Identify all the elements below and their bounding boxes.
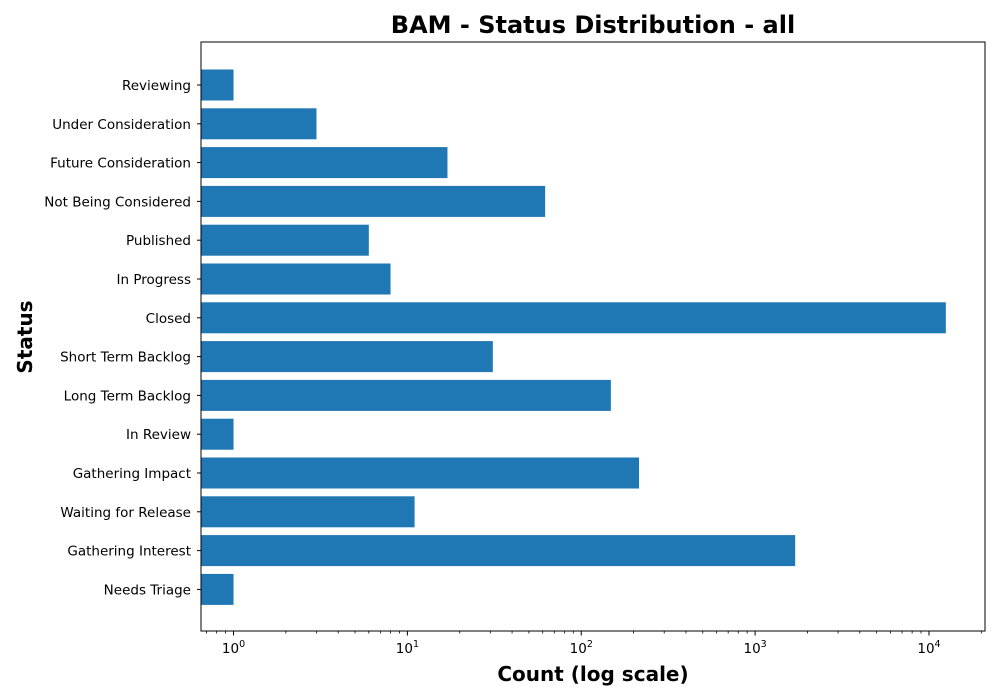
bar-in-review — [201, 418, 234, 450]
bar-published — [201, 224, 369, 256]
bar-short-term-backlog — [201, 341, 493, 373]
bar-group — [201, 69, 946, 605]
y-tick-label: Short Term Backlog — [60, 350, 191, 366]
bar-gathering-impact — [201, 457, 640, 489]
y-tick-label: Not Being Considered — [44, 194, 191, 210]
y-axis-label: Status — [13, 300, 37, 373]
bar-needs-triage — [201, 573, 234, 605]
y-tick-label: Needs Triage — [104, 582, 191, 598]
bar-long-term-backlog — [201, 379, 611, 411]
y-tick-label: Long Term Backlog — [64, 388, 191, 404]
y-tick-label: Under Consideration — [52, 117, 191, 133]
x-tick-label: 101 — [396, 639, 419, 657]
x-axis-label: Count (log scale) — [497, 662, 688, 686]
y-tick-label: Gathering Impact — [73, 466, 191, 482]
x-tick-label: 104 — [917, 639, 940, 657]
chart-title: BAM - Status Distribution - all — [391, 11, 795, 39]
y-tick-label: In Review — [126, 427, 191, 443]
bar-future-consideration — [201, 147, 448, 179]
plot-frame — [200, 41, 986, 632]
y-tick-label: Waiting for Release — [60, 505, 191, 521]
y-tick-label: Gathering Interest — [67, 544, 191, 560]
bar-under-consideration — [201, 108, 317, 140]
x-tick-label: 102 — [570, 639, 593, 657]
x-tick-label: 103 — [743, 639, 766, 657]
bar-not-being-considered — [201, 185, 546, 217]
y-tick-label: Published — [126, 233, 191, 249]
y-tick-label: In Progress — [117, 272, 191, 288]
y-tick-label: Future Consideration — [50, 156, 191, 172]
x-axis: 100 101 102 103 104 — [206, 631, 982, 657]
bar-in-progress — [201, 263, 391, 295]
bar-reviewing — [201, 69, 234, 101]
y-tick-label: Reviewing — [122, 78, 191, 94]
x-tick-label: 100 — [222, 639, 245, 657]
bar-waiting-for-release — [201, 496, 415, 528]
bar-closed — [201, 302, 946, 334]
y-axis: Reviewing Under Consideration Future Consi… — [44, 78, 201, 598]
bar-gathering-interest — [201, 535, 796, 567]
y-tick-label: Closed — [146, 311, 191, 327]
